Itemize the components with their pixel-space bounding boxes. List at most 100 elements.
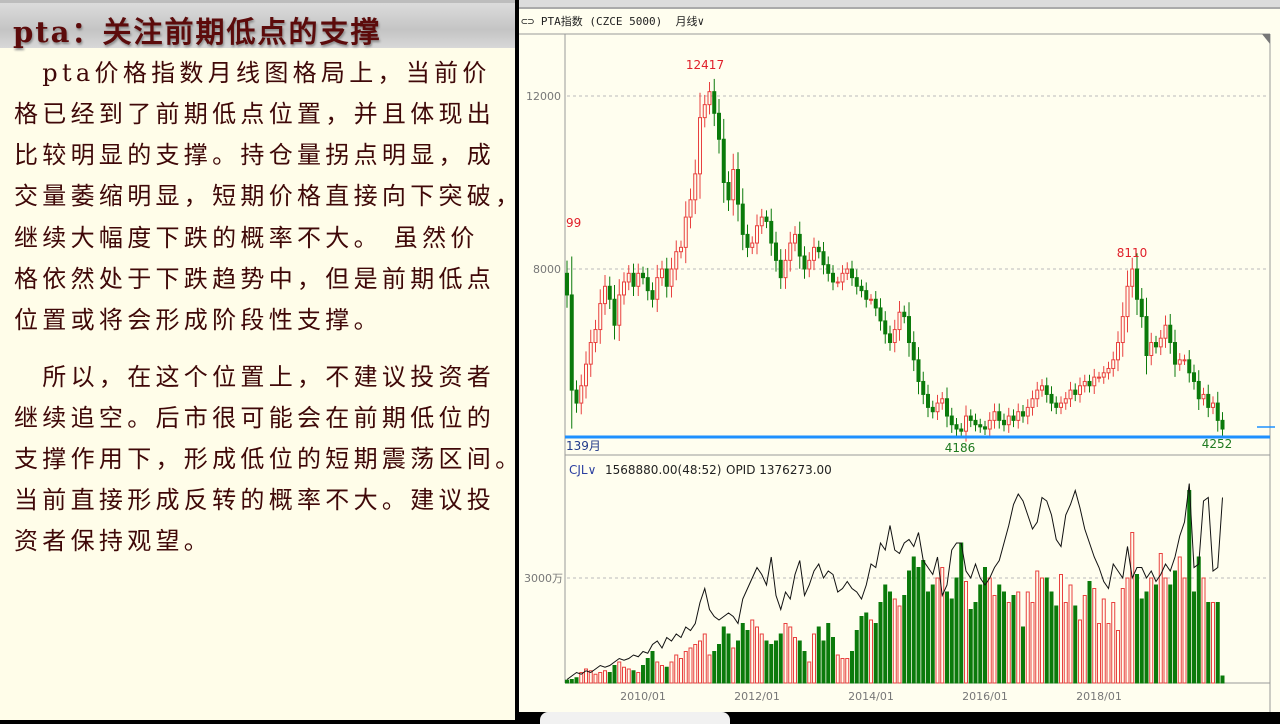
volume-bar bbox=[1101, 598, 1106, 684]
volume-bar bbox=[1021, 626, 1025, 684]
volume-bar bbox=[907, 570, 911, 684]
candle-body bbox=[693, 173, 698, 201]
volume-bar bbox=[816, 626, 821, 684]
candle-body bbox=[764, 216, 769, 222]
volume-bar bbox=[759, 633, 764, 684]
candle-body bbox=[1125, 285, 1130, 318]
candle-body bbox=[669, 268, 674, 287]
candle-body bbox=[636, 272, 641, 287]
body-text-line: 继续大幅度下跌的概率不大。 虽然价 bbox=[14, 224, 479, 252]
candle-body bbox=[816, 246, 821, 253]
candle-body bbox=[1187, 359, 1192, 374]
volume-bar bbox=[1116, 630, 1120, 684]
volume-bar bbox=[878, 602, 883, 684]
candle-body bbox=[888, 333, 892, 344]
candle-body bbox=[569, 294, 574, 391]
candle-body bbox=[987, 419, 992, 430]
volume-bar bbox=[1139, 598, 1144, 684]
candle-body bbox=[1173, 342, 1177, 365]
volume-bar bbox=[1002, 591, 1006, 684]
volume-bar bbox=[707, 654, 712, 684]
candle-body bbox=[736, 169, 740, 205]
volume-bar bbox=[840, 658, 845, 684]
body-text-line: 继续追空。后市很可能会在前期低位的 bbox=[14, 404, 496, 432]
volume-bar bbox=[850, 651, 854, 684]
chart-top-strip bbox=[519, 0, 1280, 9]
volume-bar bbox=[973, 602, 978, 684]
candle-body bbox=[954, 424, 959, 430]
volume-bar bbox=[892, 598, 897, 684]
symbol-label: PTA指数 (CZCE 5000) bbox=[540, 15, 663, 28]
candle-body bbox=[783, 259, 788, 279]
candle-body bbox=[593, 329, 598, 344]
candle-body bbox=[945, 398, 949, 417]
candle-body bbox=[1049, 393, 1054, 404]
candle-body bbox=[641, 272, 645, 279]
volume-bar bbox=[712, 651, 717, 684]
candle-body bbox=[973, 419, 978, 426]
body-text-line: 位置或将会形成阶段性支撑。 bbox=[14, 306, 382, 334]
candle-body bbox=[788, 242, 793, 261]
candle-body bbox=[1154, 342, 1158, 348]
candle-body bbox=[797, 233, 802, 257]
price-annotation: 8110 bbox=[1117, 246, 1148, 260]
volume-bar bbox=[1158, 553, 1163, 684]
volume-bar bbox=[774, 640, 778, 684]
candle-body bbox=[1021, 411, 1025, 417]
candle-body bbox=[831, 272, 835, 283]
volume-bar bbox=[660, 665, 664, 684]
indicator-selector[interactable]: CJL∨ bbox=[569, 463, 596, 477]
candle-body bbox=[1106, 367, 1111, 374]
candle-body bbox=[622, 281, 626, 296]
candle-body bbox=[664, 268, 669, 287]
volume-bar bbox=[778, 633, 783, 684]
volume-bar bbox=[1087, 581, 1092, 684]
price-tick-label: 12000 bbox=[526, 90, 561, 103]
candle-body bbox=[835, 281, 840, 284]
candle-body bbox=[1201, 393, 1206, 400]
volume-bar bbox=[916, 567, 921, 684]
volume-bar bbox=[688, 647, 693, 684]
volume-bar bbox=[650, 651, 655, 684]
body-text-line: 比较明显的支撑。持仓量拐点明显，成 bbox=[14, 141, 496, 169]
volume-bar bbox=[750, 619, 755, 684]
candle-body bbox=[1220, 419, 1225, 430]
volume-bar bbox=[645, 658, 650, 684]
volume-bar bbox=[579, 672, 584, 684]
candle-body bbox=[1168, 324, 1173, 344]
candle-body bbox=[769, 220, 774, 244]
volume-bar bbox=[736, 640, 740, 684]
price-tick-label: 8000 bbox=[533, 263, 561, 276]
candle-body bbox=[1139, 298, 1144, 318]
volume-bar bbox=[755, 626, 759, 684]
candle-body bbox=[1206, 393, 1211, 408]
volume-bar bbox=[664, 666, 669, 684]
link-icon[interactable]: ⊂⊃ bbox=[521, 15, 535, 28]
volume-bar bbox=[797, 640, 802, 684]
candle-body bbox=[717, 112, 721, 140]
body-text-line: 当前直接形成反转的概率不大。建议投 bbox=[14, 486, 496, 514]
candle-body bbox=[740, 203, 745, 235]
volume-bar bbox=[864, 612, 869, 684]
volume-bar bbox=[1130, 532, 1135, 684]
period-selector[interactable]: 月线∨ bbox=[675, 15, 705, 28]
volume-bar bbox=[1149, 577, 1154, 684]
candle-body bbox=[968, 415, 973, 421]
volume-bar bbox=[1125, 577, 1130, 684]
price-annotation: 4252 bbox=[1202, 437, 1233, 451]
volume-bar bbox=[702, 633, 707, 684]
volume-bar bbox=[964, 581, 968, 684]
volume-bar bbox=[1187, 490, 1192, 684]
candle-body bbox=[626, 272, 631, 283]
candle-body bbox=[774, 242, 778, 261]
x-tick-label: 2018/01 bbox=[1076, 690, 1122, 703]
candle-body bbox=[850, 268, 854, 279]
volume-bar bbox=[674, 654, 679, 684]
candle-body bbox=[1092, 376, 1097, 387]
candle-body bbox=[660, 268, 664, 279]
volume-bar bbox=[1068, 584, 1073, 684]
volume-bar bbox=[603, 670, 607, 684]
candle-body bbox=[712, 91, 717, 114]
candle-body bbox=[1158, 337, 1163, 348]
